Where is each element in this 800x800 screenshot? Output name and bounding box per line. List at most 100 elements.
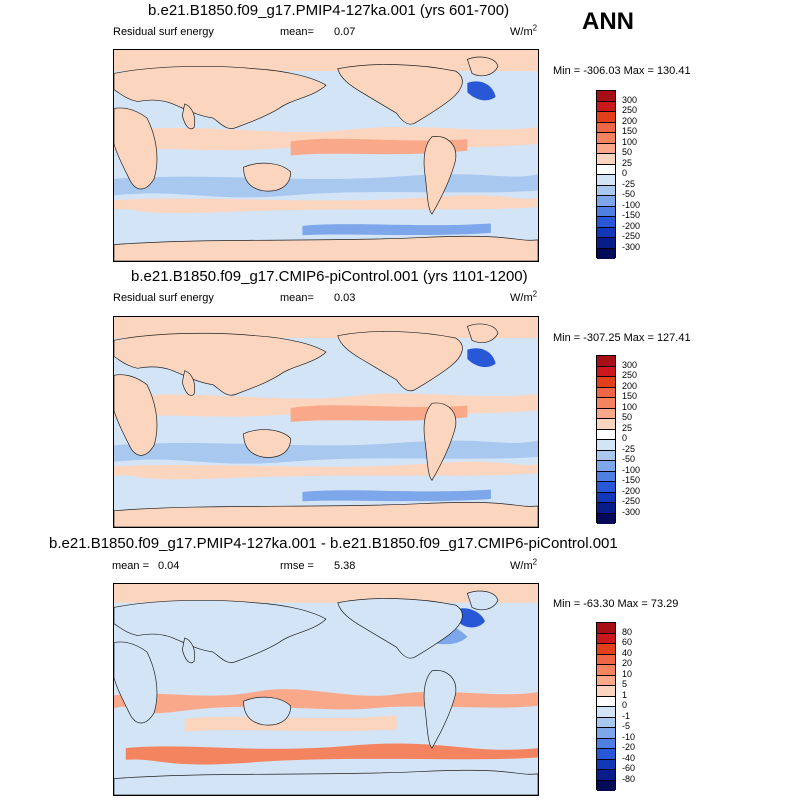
colorbar-swatch	[597, 377, 615, 388]
variable-label: Residual surf energy	[113, 26, 214, 38]
colorbar-swatch	[597, 175, 615, 186]
colorbar-tick-label: 80	[622, 626, 633, 637]
season-label: ANN	[582, 8, 634, 35]
colorbar-tick-label: 200	[622, 115, 638, 126]
colorbar-swatch	[597, 238, 615, 249]
colorbar-swatch	[597, 780, 615, 791]
colorbar-swatch	[597, 492, 615, 503]
coastline	[423, 670, 457, 749]
map-frame	[113, 49, 539, 262]
colorbar-tick-label: 100	[622, 136, 638, 147]
colorbar-swatch	[597, 122, 615, 133]
colorbar-swatch	[597, 644, 615, 655]
colorbar-swatch	[597, 227, 615, 238]
colorbar-swatch	[597, 450, 615, 461]
coastline	[466, 590, 499, 611]
colorbar-swatch	[597, 749, 615, 760]
coastline	[337, 64, 463, 125]
units-label: W/m2	[510, 557, 538, 572]
world-map-field	[114, 317, 538, 527]
colorbar-tick-label: 60	[622, 637, 633, 647]
colorbar-tick-label: -20	[622, 742, 636, 752]
units-text: W/m	[510, 560, 533, 572]
coastline	[181, 370, 196, 396]
colorbar-swatch	[597, 440, 615, 451]
colorbar-tick-label: 50	[622, 412, 633, 422]
colorbar-swatch	[597, 217, 615, 228]
coastline	[181, 103, 196, 130]
colorbar-swatch	[597, 429, 615, 440]
colorbar-labels: 80 60 40 20 10 5 1 0 -1 -5 -10 -20 -40 -60 -80	[622, 622, 662, 790]
colorbar-tick-label: 10	[622, 668, 633, 679]
colorbar-swatch	[597, 717, 615, 728]
coastline	[114, 641, 158, 724]
colorbar-swatch	[597, 461, 615, 472]
map-frame	[113, 583, 539, 796]
colorbar-labels: 300 250 200 150 100 50 25 0 -25 -50 -100 -150 -200 -2…	[622, 355, 662, 523]
colorbar-tick-label: 1	[622, 689, 628, 700]
colorbar-swatch	[597, 686, 615, 697]
field-contour-band	[302, 489, 491, 502]
colorbar-swatch	[597, 675, 615, 686]
panel-title: b.e21.B1850.f09_g17.CMIP6-piControl.001 …	[131, 268, 528, 285]
colorbar-swatch	[597, 728, 615, 739]
field-contour-band	[184, 715, 397, 732]
variable-label: Residual surf energy	[113, 292, 214, 304]
colorbar-tick-label: -1	[622, 710, 631, 721]
colorbar-tick-label: 0	[622, 433, 628, 443]
units-label: W/m2	[510, 289, 538, 304]
coastline	[114, 599, 327, 663]
colorbar-swatch	[597, 196, 615, 207]
colorbar-tick-label: -300	[622, 241, 641, 252]
colorbar-labels: 300 250 200 150 100 50 25 0 -25 -50 -100 -150 -200 -2…	[622, 90, 662, 258]
world-map-field	[114, 50, 538, 261]
colorbar-tick-label: -50	[622, 189, 636, 199]
coastline	[114, 374, 158, 456]
field-contour-band	[125, 743, 538, 765]
panel-title: b.e21.B1850.f09_g17.PMIP4-127ka.001 - b.…	[49, 535, 618, 552]
colorbar-swatch	[597, 770, 615, 781]
colorbar-tick-label: 100	[622, 401, 638, 412]
colorbar-tick-label: 300	[622, 359, 638, 370]
colorbar-swatch	[597, 206, 615, 217]
units-exponent: 2	[532, 557, 538, 567]
units-exponent: 2	[532, 289, 538, 299]
mean-label: mean=	[280, 26, 314, 38]
colorbar-tick-label: 50	[622, 147, 633, 157]
colorbar-swatch	[597, 248, 615, 259]
coastline	[337, 598, 463, 659]
colorbar-tick-label: 0	[622, 700, 628, 710]
colorbar-swatch	[597, 513, 615, 524]
colorbar-swatch	[597, 356, 615, 367]
colorbar-swatch	[597, 707, 615, 718]
colorbar-tick-label: -40	[622, 752, 636, 763]
colorbar-swatch	[597, 185, 615, 196]
colorbar-swatch	[597, 503, 615, 514]
colorbar	[596, 622, 616, 791]
colorbar-tick-label: 150	[622, 391, 638, 401]
colorbar-swatch	[597, 366, 615, 377]
colorbar-swatch	[597, 164, 615, 175]
field-contour-band	[290, 405, 468, 422]
colorbar-tick-label: 250	[622, 370, 638, 380]
colorbar-tick-label: -250	[622, 496, 641, 506]
colorbar-swatch	[597, 112, 615, 123]
mean-label: mean =	[112, 560, 149, 572]
colorbar-swatch	[597, 154, 615, 165]
coastline	[114, 107, 158, 190]
field-contour-band	[114, 317, 538, 338]
colorbar-tick-label: -10	[622, 731, 636, 742]
colorbar-tick-label: -25	[622, 443, 636, 454]
colorbar-swatch	[597, 133, 615, 144]
coastline	[466, 56, 499, 77]
colorbar-tick-label: 300	[622, 94, 638, 105]
colorbar-swatch	[597, 654, 615, 665]
rmse-label: rmse =	[280, 560, 314, 572]
colorbar-swatch	[597, 471, 615, 482]
coastline	[114, 769, 538, 795]
colorbar-swatch	[597, 398, 615, 409]
units-text: W/m	[510, 26, 533, 38]
field-contour-band	[467, 81, 496, 101]
colorbar-tick-label: -150	[622, 475, 641, 485]
mean-label: mean=	[280, 292, 314, 304]
